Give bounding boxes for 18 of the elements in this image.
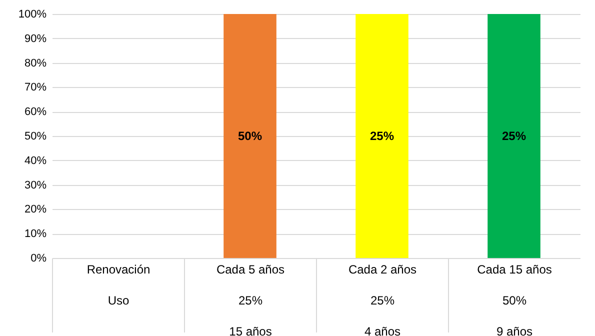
annotation: 25% — [370, 129, 394, 143]
y-tick-label: 70% — [24, 82, 47, 94]
category-label: Cada 15 años 50% 9 años — [477, 262, 552, 336]
annotation: 25% — [502, 129, 526, 143]
y-tick-label: 90% — [24, 32, 47, 45]
y-tick-label: 50% — [24, 130, 47, 142]
y-tick-label: 20% — [24, 204, 47, 216]
annotation: 50% — [238, 129, 262, 143]
category-label: Cada 2 años 25% 4 años — [348, 262, 417, 336]
y-tick-label: 100% — [18, 8, 47, 20]
y-tick-label: 0% — [30, 252, 47, 264]
y-tick-label: 80% — [24, 57, 47, 70]
y-tick-label: 60% — [24, 106, 47, 118]
category-label: Renovación Uso — [86, 262, 150, 308]
y-tick-label: 30% — [24, 179, 47, 192]
category-label: Cada 5 años 25% 15 años — [216, 262, 285, 336]
y-tick-label: 10% — [24, 228, 47, 240]
y-tick-label: 40% — [24, 154, 47, 167]
